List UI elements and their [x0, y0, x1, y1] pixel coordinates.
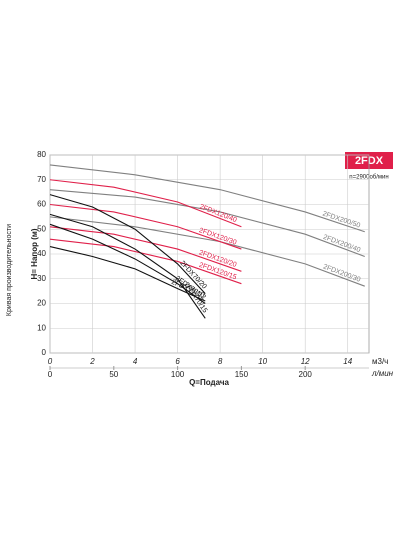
y-tick-label: 30 — [37, 274, 46, 283]
curve — [49, 164, 365, 233]
series-label: 2FDX120/30 — [198, 227, 238, 247]
x-tick-label: 10 — [258, 357, 267, 366]
curve — [49, 223, 206, 304]
y-axis-title: H= Напор (м) — [30, 228, 39, 279]
side-label: Кривая производительности — [6, 224, 13, 316]
series-label: 2FDX200/50 — [322, 211, 362, 230]
x-tick-label: 4 — [133, 357, 138, 366]
y-tick-label: 70 — [37, 175, 46, 184]
x-axis-title: Q=Подача — [189, 378, 229, 387]
x-tick-label: 6 — [175, 357, 180, 366]
curve — [49, 238, 242, 285]
x-tick-label: 2 — [89, 357, 95, 366]
y-tick-label: 40 — [37, 249, 46, 258]
y-tick-label: 10 — [37, 323, 46, 332]
curve — [49, 246, 206, 302]
x2-tick-label: 100 — [171, 370, 185, 379]
x-unit: м3/ч — [372, 357, 388, 366]
curve — [49, 189, 365, 257]
y-tick-label: 80 — [37, 150, 46, 159]
series-label: 2FDX200/40 — [322, 234, 361, 254]
series-label: 2FDX120/40 — [198, 203, 237, 224]
y-tick-label: 50 — [37, 224, 46, 233]
curve — [49, 226, 242, 272]
curve — [49, 203, 242, 250]
x-tick-label: 14 — [343, 357, 352, 366]
curve — [49, 179, 242, 228]
x2-tick-label: 200 — [299, 370, 313, 379]
curve — [49, 194, 206, 294]
y-tick-label: 60 — [37, 200, 46, 209]
x2-tick-label: 50 — [109, 370, 118, 379]
x2-unit: л/мин — [371, 369, 394, 378]
x2-tick-label: 150 — [235, 370, 249, 379]
x2-tick-label: 0 — [48, 370, 53, 379]
series-label: 2FDX200/30 — [322, 263, 361, 283]
x-tick-label: 12 — [301, 357, 310, 366]
x-tick-label: 0 — [48, 357, 53, 366]
y-tick-label: 20 — [37, 299, 46, 308]
y-tick-label: 0 — [42, 348, 47, 357]
x-tick-label: 8 — [218, 357, 223, 366]
curve — [49, 213, 206, 319]
